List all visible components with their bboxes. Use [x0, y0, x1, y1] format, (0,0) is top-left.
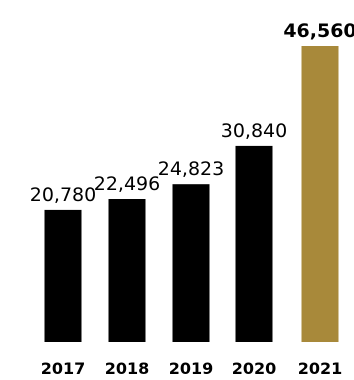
bar-2021 — [301, 46, 339, 342]
bar-2017 — [44, 209, 82, 342]
x-tick-label-2018: 2018 — [105, 359, 150, 378]
value-label-2018: 22,496 — [94, 173, 160, 195]
x-tick-label-2021: 2021 — [298, 359, 343, 378]
value-label-2017: 20,780 — [30, 184, 96, 206]
bar-2018 — [108, 199, 146, 342]
bar-2019 — [172, 184, 210, 342]
value-label-2020: 30,840 — [221, 120, 287, 142]
x-tick-label-2017: 2017 — [41, 359, 86, 378]
bar-2020 — [235, 145, 273, 342]
x-tick-label-2020: 2020 — [232, 359, 277, 378]
value-label-2019: 24,823 — [158, 158, 224, 180]
x-tick-label-2019: 2019 — [169, 359, 214, 378]
value-label-2021: 46,560 — [283, 20, 354, 42]
